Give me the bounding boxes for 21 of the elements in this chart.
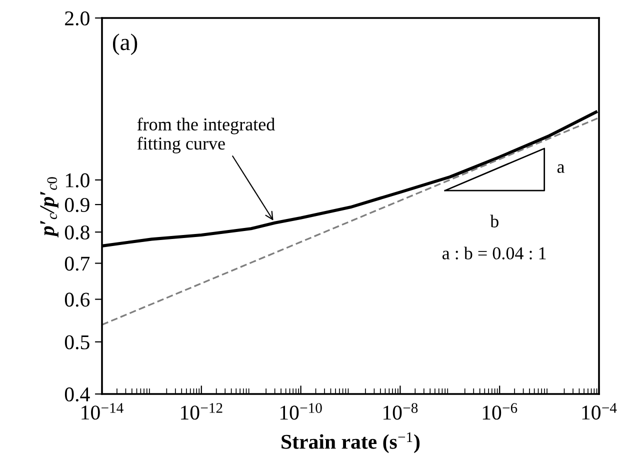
x-tick-label: 10$^{−14}$ bbox=[82, 403, 124, 420]
y-tick-label: 0.6 bbox=[64, 292, 90, 307]
annotation: a : b = 0.04 : 1 bbox=[442, 246, 546, 260]
x-tick-label: 10$^{−6}$ bbox=[482, 403, 518, 420]
y-tick-label: 0.4 bbox=[64, 387, 90, 402]
x-tick-label: 10$^{−10}$ bbox=[280, 403, 322, 420]
y-tick-label: 0.9 bbox=[64, 198, 90, 212]
annotation: b bbox=[490, 214, 498, 228]
annotation: (a) bbox=[112, 34, 138, 56]
y-tick-label: 0.5 bbox=[64, 335, 90, 350]
y-axis-title: p′$_{c}$/p′$_{c0}$ bbox=[40, 177, 58, 238]
x-tick-label: 10$^{−8}$ bbox=[383, 403, 418, 420]
y-tick-label: 0.8 bbox=[64, 225, 90, 240]
y-tick-label: 0.7 bbox=[64, 256, 90, 271]
y-tick-label: 1.0 bbox=[66, 173, 90, 188]
x-axis-title: Strain rate (s$^{−1}$) bbox=[282, 432, 420, 454]
annotation: a bbox=[557, 164, 565, 173]
annotation: from the integrated fitting curve bbox=[137, 118, 275, 154]
x-tick-label: 10$^{−12}$ bbox=[181, 403, 222, 420]
x-tick-label: 10$^{−4}$ bbox=[582, 403, 617, 420]
y-tick-label: 2.0 bbox=[65, 11, 90, 26]
